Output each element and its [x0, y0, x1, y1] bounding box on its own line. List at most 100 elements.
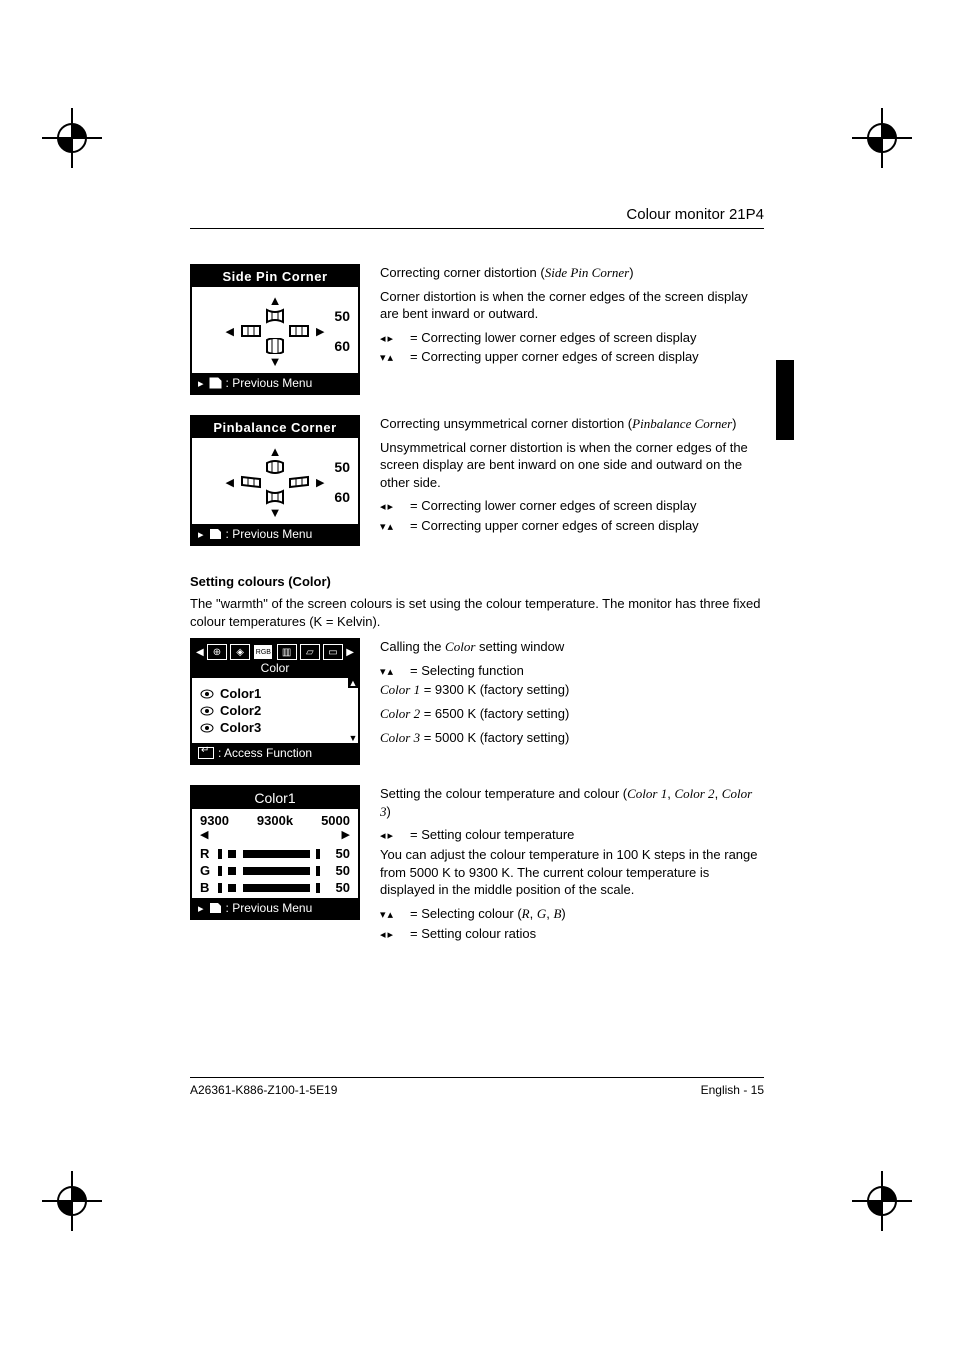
triangle-left-icon: ◂ — [380, 829, 386, 844]
osd-title: Side Pin Corner — [192, 266, 358, 287]
osd-color1-panel: Color1 9300 9300k 5000 ◀ ▶ R — [190, 785, 360, 920]
triangle-left-icon: ◂ — [380, 500, 386, 515]
distort-icon — [288, 475, 310, 489]
registration-mark-icon — [42, 1171, 102, 1231]
triangle-down-icon: ▾ — [380, 665, 386, 680]
section-title: Correcting corner distortion (Side Pin C… — [380, 264, 764, 282]
registration-mark-icon — [852, 1171, 912, 1231]
bar-cap-icon — [316, 866, 320, 876]
triangle-right-icon: ▶ — [316, 476, 324, 489]
distort-icon — [240, 475, 262, 489]
enter-icon — [198, 747, 214, 759]
osd-pinbalance-panel: Pinbalance Corner ▲ 50 ◀ — [190, 415, 360, 546]
list-item: ◂▸ = Setting colour temperature — [380, 826, 764, 844]
osd-footer: ▸ : Previous Menu — [192, 373, 358, 393]
triangle-up-icon: ▴ — [388, 351, 394, 366]
triangle-down-icon: ▼ — [269, 505, 282, 520]
section-desc: Corner distortion is when the corner edg… — [380, 288, 764, 323]
triangle-right-icon: ▸ — [388, 332, 394, 347]
page-icon — [208, 377, 222, 389]
osd-footer: ▸ : Previous Menu — [192, 524, 358, 544]
list-item: ▾▴ = Selecting colour (R, G, B) — [380, 905, 764, 923]
triangle-left-icon: ◂ — [380, 332, 386, 347]
header-rule — [190, 228, 764, 229]
list-item: ▾▴ = Correcting upper corner edges of sc… — [380, 517, 764, 535]
list-item: Color2 — [200, 703, 350, 718]
distort-icon — [240, 324, 262, 338]
page-header-title: Colour monitor 21P4 — [626, 206, 764, 223]
osd-sublabel: Color — [192, 660, 358, 678]
list-item: ◂▸ = Setting colour ratios — [380, 925, 764, 943]
tab-icon: ◈ — [230, 644, 250, 660]
bar-cap-icon — [218, 866, 222, 876]
list-item: ◂▸ = Correcting lower corner edges of sc… — [380, 497, 764, 515]
triangle-up-icon: ▴ — [388, 908, 394, 923]
ct-arrows: ◀ ▶ — [192, 828, 358, 845]
triangle-left-icon: ◀ — [226, 325, 234, 338]
triangle-right-icon: ▸ — [388, 928, 394, 943]
arrow-right-icon: ▸ — [198, 902, 204, 915]
triangle-left-icon: ◀ — [196, 647, 204, 658]
tab-icon-selected: RGB — [253, 644, 273, 660]
list-item: ▾▴ = Correcting upper corner edges of sc… — [380, 348, 764, 366]
bar-cap-icon — [316, 883, 320, 893]
footer-rule — [190, 1077, 764, 1078]
distort-icon — [288, 324, 310, 338]
tab-icon: ▱ — [300, 644, 320, 660]
triangle-up-icon: ▴ — [388, 665, 394, 680]
triangle-right-icon: ▸ — [388, 829, 394, 844]
list-item: Color 1 = 9300 K (factory setting) — [380, 681, 764, 699]
color-icon — [200, 723, 214, 733]
arrow-right-icon: ▸ — [198, 377, 204, 390]
bar-cap-icon — [218, 883, 222, 893]
page-icon — [208, 528, 222, 540]
osd-footer-label: : Previous Menu — [226, 376, 313, 390]
triangle-right-icon: ▸ — [388, 500, 394, 515]
osd-tabs: ◀ ⊕ ◈ RGB ▥ ▱ ▭ ▶ — [192, 640, 358, 660]
ct-row: 9300 9300k 5000 — [192, 809, 358, 828]
section-title: Setting the colour temperature and colou… — [380, 785, 764, 820]
distort-icon — [264, 459, 286, 475]
list-item: Color1 — [200, 686, 350, 701]
color-icon — [200, 689, 214, 699]
osd-footer: ▸ : Previous Menu — [192, 898, 358, 918]
triangle-right-icon: ▶ — [342, 828, 350, 841]
side-tab — [776, 360, 794, 440]
tab-icon: ⊕ — [207, 644, 227, 660]
list-item: Color3 — [200, 720, 350, 735]
osd-value: 60 — [334, 489, 350, 505]
distort-corner-icon — [264, 308, 286, 324]
triangle-up-icon: ▴ — [388, 520, 394, 535]
list-item: ◂▸ = Correcting lower corner edges of sc… — [380, 329, 764, 347]
registration-mark-icon — [852, 108, 912, 168]
tab-icon: ▭ — [323, 644, 343, 660]
osd-color-menu-panel: ◀ ⊕ ◈ RGB ▥ ▱ ▭ ▶ Color ▲ Colo — [190, 638, 360, 765]
footer-page: English - 15 — [701, 1083, 764, 1097]
registration-mark-icon — [42, 108, 102, 168]
osd-footer-label: : Previous Menu — [226, 527, 313, 541]
osd-footer-label: : Previous Menu — [226, 901, 313, 915]
triangle-left-icon: ◀ — [200, 828, 208, 841]
bar-cap-icon — [316, 849, 320, 859]
osd-value: 50 — [334, 308, 350, 324]
bar-cap-icon — [218, 849, 222, 859]
scroll-down-icon: ▼ — [348, 733, 358, 743]
list-item: ▾▴ = Selecting function — [380, 662, 764, 680]
triangle-down-icon: ▾ — [380, 351, 386, 366]
rgb-row: G 50 — [192, 862, 358, 879]
rgb-row: B 50 — [192, 879, 358, 896]
triangle-up-icon: ▲ — [269, 444, 282, 459]
triangle-down-icon: ▼ — [269, 354, 282, 369]
triangle-down-icon: ▾ — [380, 908, 386, 923]
osd-value: 50 — [334, 459, 350, 475]
osd-footer: : Access Function — [192, 743, 358, 763]
triangle-right-icon: ▶ — [316, 325, 324, 338]
tab-icon: ▥ — [277, 644, 297, 660]
section-title: Calling the Color setting window — [380, 638, 764, 656]
footer-doc-id: A26361-K886-Z100-1-5E19 — [190, 1083, 337, 1097]
rgb-row: R 50 — [192, 845, 358, 862]
osd-value: 60 — [334, 338, 350, 354]
triangle-right-icon: ▶ — [346, 647, 354, 658]
osd-footer-label: : Access Function — [218, 746, 312, 760]
triangle-left-icon: ◀ — [226, 476, 234, 489]
